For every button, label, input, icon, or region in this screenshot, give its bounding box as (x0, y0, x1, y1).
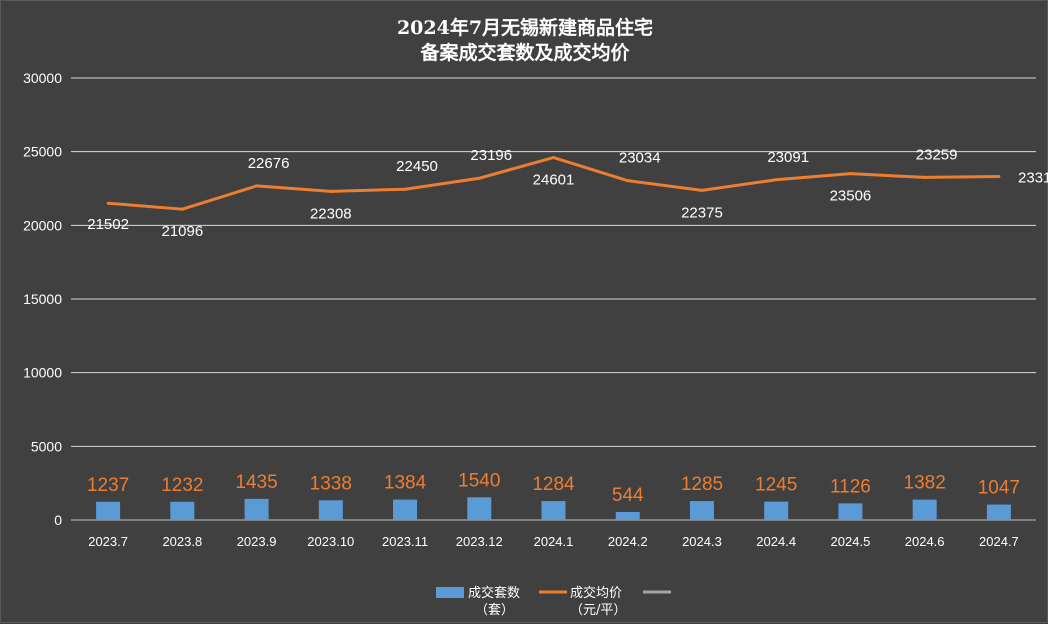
bar-labels-layer: 1237 1232 1435 1338 1384 1540 1284 544 1285 1245 1… (87, 470, 1020, 506)
line-data-label: 23196 (470, 147, 512, 164)
bar (541, 501, 566, 520)
line-point (997, 174, 1001, 178)
x-tick-label: 2024.3 (682, 534, 722, 549)
x-tick-label: 2023.8 (162, 534, 202, 549)
bar-data-label: 1338 (310, 473, 352, 494)
x-tick-label: 2023.10 (307, 534, 354, 549)
bar-data-label: 1237 (87, 475, 129, 496)
chart-title-line2: 备案成交套数及成交均价 (419, 41, 630, 64)
legend-bar-name: 成交套数 (468, 585, 520, 601)
bar (986, 504, 1011, 520)
bar (615, 511, 640, 520)
bar (467, 497, 492, 520)
bar-data-label: 1245 (755, 475, 797, 496)
line-data-label: 23506 (830, 188, 872, 205)
bar (244, 498, 269, 520)
x-tick-label: 2023.11 (382, 534, 428, 549)
legend: 成交套数 （套） 成交均价 （元/平） (436, 585, 671, 618)
x-tick-label: 2024.7 (979, 534, 1019, 549)
line-point (329, 189, 333, 193)
bar (318, 500, 343, 520)
line-data-label: 23034 (619, 150, 661, 167)
bar (764, 501, 789, 520)
line-data-label: 22308 (310, 205, 352, 222)
line-point (255, 184, 259, 188)
line-data-label: 22375 (681, 204, 723, 221)
y-tick-label: 15000 (23, 291, 62, 307)
line-data-label: 23316 (1018, 169, 1048, 186)
line-point (700, 188, 704, 192)
line-point (477, 176, 481, 180)
line-point (923, 175, 927, 179)
x-axis-ticks: 2023.7 2023.8 2023.9 2023.10 2023.11 2023.12 2… (88, 534, 1019, 549)
bar-data-label: 1285 (681, 474, 723, 495)
y-tick-label: 30000 (23, 70, 62, 86)
x-tick-label: 2023.9 (237, 534, 277, 549)
bars-layer (96, 497, 1011, 520)
line-data-label: 22450 (396, 158, 438, 175)
bar-data-label: 1384 (384, 473, 427, 494)
bar (838, 503, 863, 520)
bar-data-label: 1047 (978, 478, 1020, 499)
bar-data-label: 1232 (161, 475, 203, 496)
line-point (774, 178, 778, 182)
line-point (626, 179, 630, 183)
line-data-label: 21096 (161, 223, 203, 240)
bar (689, 501, 714, 520)
bar-data-label: 1540 (458, 470, 500, 491)
legend-bar-unit: （套） (475, 602, 514, 618)
x-tick-label: 2023.12 (456, 534, 503, 549)
legend-bar-swatch (436, 587, 464, 598)
bar-data-label: 1126 (830, 476, 871, 497)
bar (96, 501, 121, 520)
bar-data-label: 1435 (235, 472, 277, 493)
line-point (403, 187, 407, 191)
line-layer (106, 156, 1001, 211)
x-tick-label: 2024.2 (608, 534, 648, 549)
legend-line-unit: （元/平） (570, 603, 626, 618)
x-tick-label: 2024.5 (831, 534, 871, 549)
line-point (848, 172, 852, 176)
chart-title-line1: 2024年7月无锡新建商品住宅 (397, 16, 653, 39)
gridlines (71, 77, 1036, 521)
legend-line-name: 成交均价 (570, 585, 622, 601)
y-tick-label: 20000 (23, 217, 62, 233)
x-tick-label: 2024.4 (756, 534, 796, 549)
bar (170, 501, 195, 520)
line-point (106, 201, 110, 205)
y-tick-label: 10000 (23, 365, 62, 381)
y-tick-label: 25000 (23, 144, 62, 160)
x-tick-label: 2024.1 (534, 534, 574, 549)
line-point (180, 207, 184, 211)
line-data-label: 24601 (533, 172, 575, 189)
bar (393, 499, 418, 520)
line-data-label: 23091 (767, 149, 809, 166)
line-data-label: 21502 (87, 216, 129, 233)
x-tick-label: 2023.7 (88, 534, 128, 549)
bar-data-label: 544 (612, 485, 644, 506)
line-point (552, 156, 555, 160)
x-tick-label: 2024.6 (905, 534, 945, 549)
y-tick-label: 0 (54, 512, 62, 528)
line-labels-layer: 21502 21096 22676 22308 22450 23196 24601 23034… (87, 146, 1048, 240)
y-axis-ticks: 0 5000 10000 15000 20000 25000 30000 (23, 70, 62, 528)
bar-data-label: 1382 (904, 473, 946, 494)
bar-data-label: 1284 (532, 474, 575, 495)
y-tick-label: 5000 (31, 438, 62, 454)
line-data-label: 22676 (248, 155, 290, 172)
line-data-label: 23259 (916, 146, 958, 163)
bar (912, 499, 937, 520)
